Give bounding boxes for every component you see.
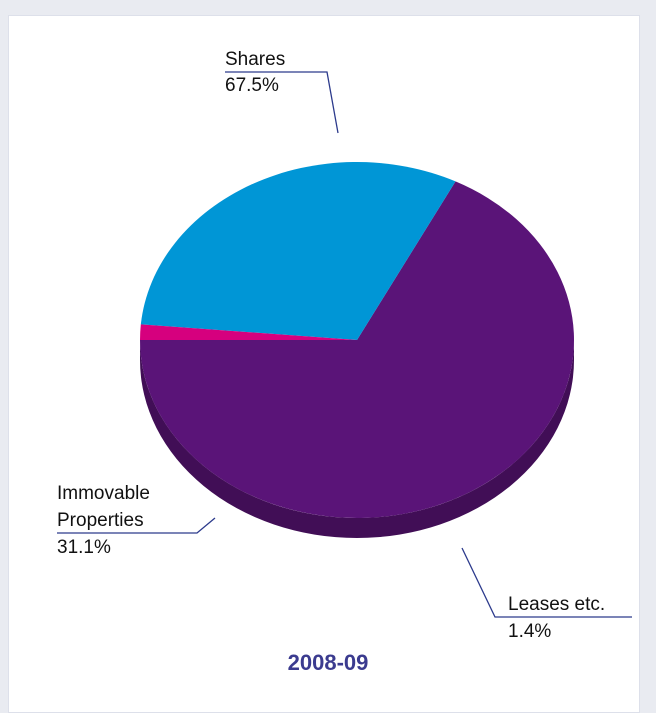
slice-value: 31.1% [57, 537, 111, 558]
slice [140, 324, 357, 340]
slice-label: Leases etc. [508, 594, 606, 615]
leader-line [57, 517, 216, 534]
slice-value: 67.5% [225, 75, 279, 96]
leader-line [225, 71, 339, 134]
slice-label: Shares [225, 49, 286, 70]
slice [140, 162, 456, 340]
leader-line [461, 547, 632, 618]
leader-lines [57, 71, 632, 618]
chart-title: 2008-09 [287, 650, 369, 675]
slice-label: Immovable Properties [57, 483, 150, 531]
slice [140, 181, 574, 519]
slice-value: 1.4% [508, 621, 552, 642]
slices [140, 162, 574, 538]
